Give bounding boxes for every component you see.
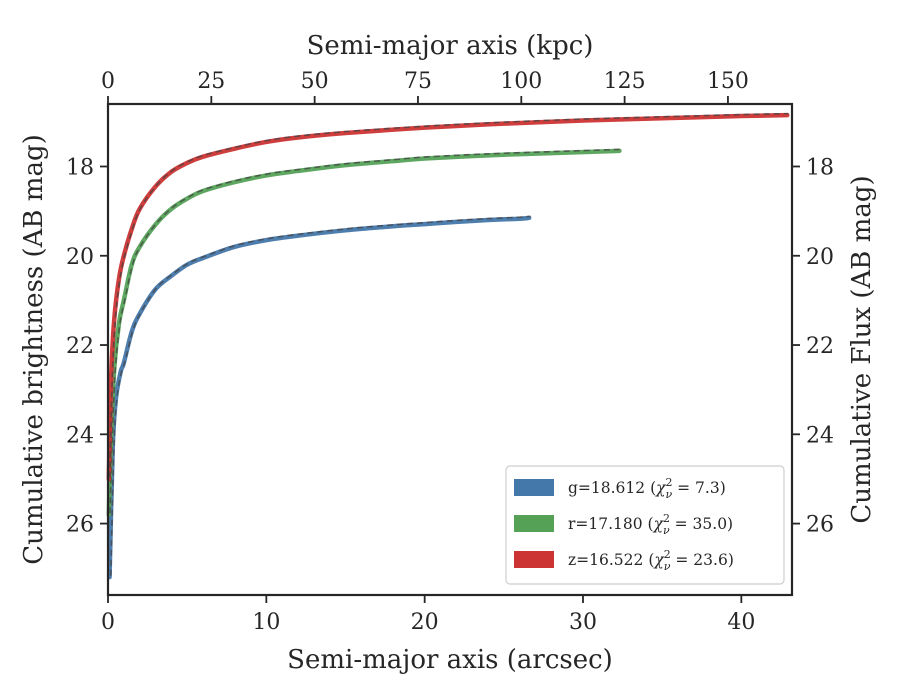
- x-axis-title: Semi-major axis (arcsec): [287, 645, 613, 675]
- series-line-r: [106, 148, 622, 517]
- model-line-z: [109, 112, 789, 478]
- top-x-tick-label: 0: [101, 69, 115, 94]
- plot-frame: [106, 102, 794, 597]
- y-tick-label: 24: [66, 423, 94, 448]
- series-line-z: [106, 112, 790, 482]
- y-axis-title: Cumulative brightness (AB mag): [19, 134, 49, 565]
- x-tick-label: 0: [101, 610, 115, 635]
- top-x-tick-label: 100: [500, 69, 542, 94]
- x-tick-label: 40: [727, 610, 755, 635]
- y-tick-label: 26: [66, 513, 94, 538]
- right-y-tick-label: 20: [806, 245, 834, 270]
- legend: g=18.612 (χ2 ν = 7.3) r=17.180 (χ2 ν = 35.0…: [505, 465, 785, 585]
- right-y-tick-label: 18: [806, 155, 834, 180]
- y-tick-label: 18: [66, 155, 94, 180]
- x-tick-label: 10: [252, 610, 280, 635]
- right-y-tick-label: 26: [806, 513, 834, 538]
- axis-ticks: 0 10 20 30 40 0 25 50 75 100 125 150 18 18 20 20 22 22 24 2…: [66, 69, 834, 635]
- legend-entry-label: r=17.180 (χ2 ν = 35.0): [568, 512, 733, 537]
- right-y-tick-label: 22: [806, 334, 834, 359]
- x-tick-label: 30: [569, 610, 597, 635]
- curves: [106, 112, 790, 580]
- top-x-axis-title: Semi-major axis (kpc): [307, 31, 594, 61]
- top-x-tick-label: 75: [404, 69, 432, 94]
- top-x-tick-label: 150: [707, 69, 749, 94]
- y-tick-label: 20: [66, 245, 94, 270]
- right-y-tick-label: 24: [806, 423, 834, 448]
- legend-swatch: [514, 551, 554, 568]
- legend-entry-label: g=18.612 (χ2 ν = 7.3): [568, 476, 726, 501]
- top-x-tick-label: 25: [197, 69, 225, 94]
- top-x-tick-label: 125: [604, 69, 646, 94]
- model-line-g: [109, 215, 531, 576]
- top-x-tick-label: 50: [301, 69, 329, 94]
- y-tick-label: 22: [66, 334, 94, 359]
- legend-box: [505, 465, 785, 585]
- x-tick-label: 20: [411, 610, 439, 635]
- legend-swatch: [514, 515, 554, 532]
- series-line-g: [107, 215, 532, 580]
- right-y-axis-title: Cumulative Flux (AB mag): [847, 175, 877, 523]
- legend-swatch: [514, 479, 554, 496]
- model-line-r: [109, 148, 621, 514]
- legend-entry-label: z=16.522 (χ2 ν = 23.6): [568, 548, 734, 573]
